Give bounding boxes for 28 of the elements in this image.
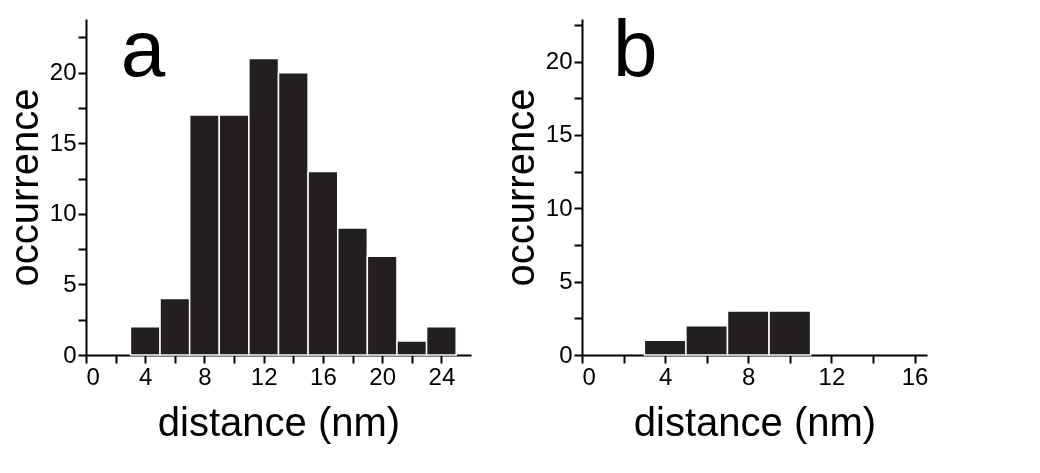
x-tick-label: 0 bbox=[582, 362, 596, 390]
y-tick-label: 0 bbox=[63, 340, 77, 368]
annotation: a bbox=[120, 4, 166, 93]
x-tick-label: 0 bbox=[86, 362, 100, 390]
y-tick-label: 20 bbox=[49, 58, 77, 86]
y-tick-label: 0 bbox=[559, 340, 573, 368]
y-axis-title: occurrence bbox=[497, 88, 542, 287]
x-tick-label: 4 bbox=[658, 362, 673, 390]
y-tick-label: 20 bbox=[545, 47, 573, 75]
y-tick-label: 10 bbox=[49, 199, 77, 227]
x-tick-label: 4 bbox=[139, 362, 153, 390]
y-tick-label: 10 bbox=[545, 193, 573, 221]
y-axis-title: occurrence bbox=[1, 88, 46, 287]
y-tick-label: 5 bbox=[559, 267, 573, 295]
y-tick-label: 15 bbox=[49, 128, 77, 156]
x-tick-label: 24 bbox=[428, 362, 456, 390]
x-tick-label: 16 bbox=[901, 362, 929, 390]
x-tick-label: 8 bbox=[198, 362, 212, 390]
x-tick-label: 12 bbox=[250, 362, 278, 390]
x-axis-title: distance (nm) bbox=[633, 399, 877, 444]
annotation: b bbox=[613, 4, 658, 93]
x-tick-label: 20 bbox=[369, 362, 397, 390]
x-axis-title: distance (nm) bbox=[157, 399, 401, 444]
y-tick-label: 15 bbox=[545, 120, 573, 148]
y-tick-label: 5 bbox=[63, 269, 77, 297]
x-tick-label: 8 bbox=[742, 362, 756, 390]
x-tick-label: 16 bbox=[310, 362, 337, 390]
x-tick-label: 12 bbox=[818, 362, 846, 390]
